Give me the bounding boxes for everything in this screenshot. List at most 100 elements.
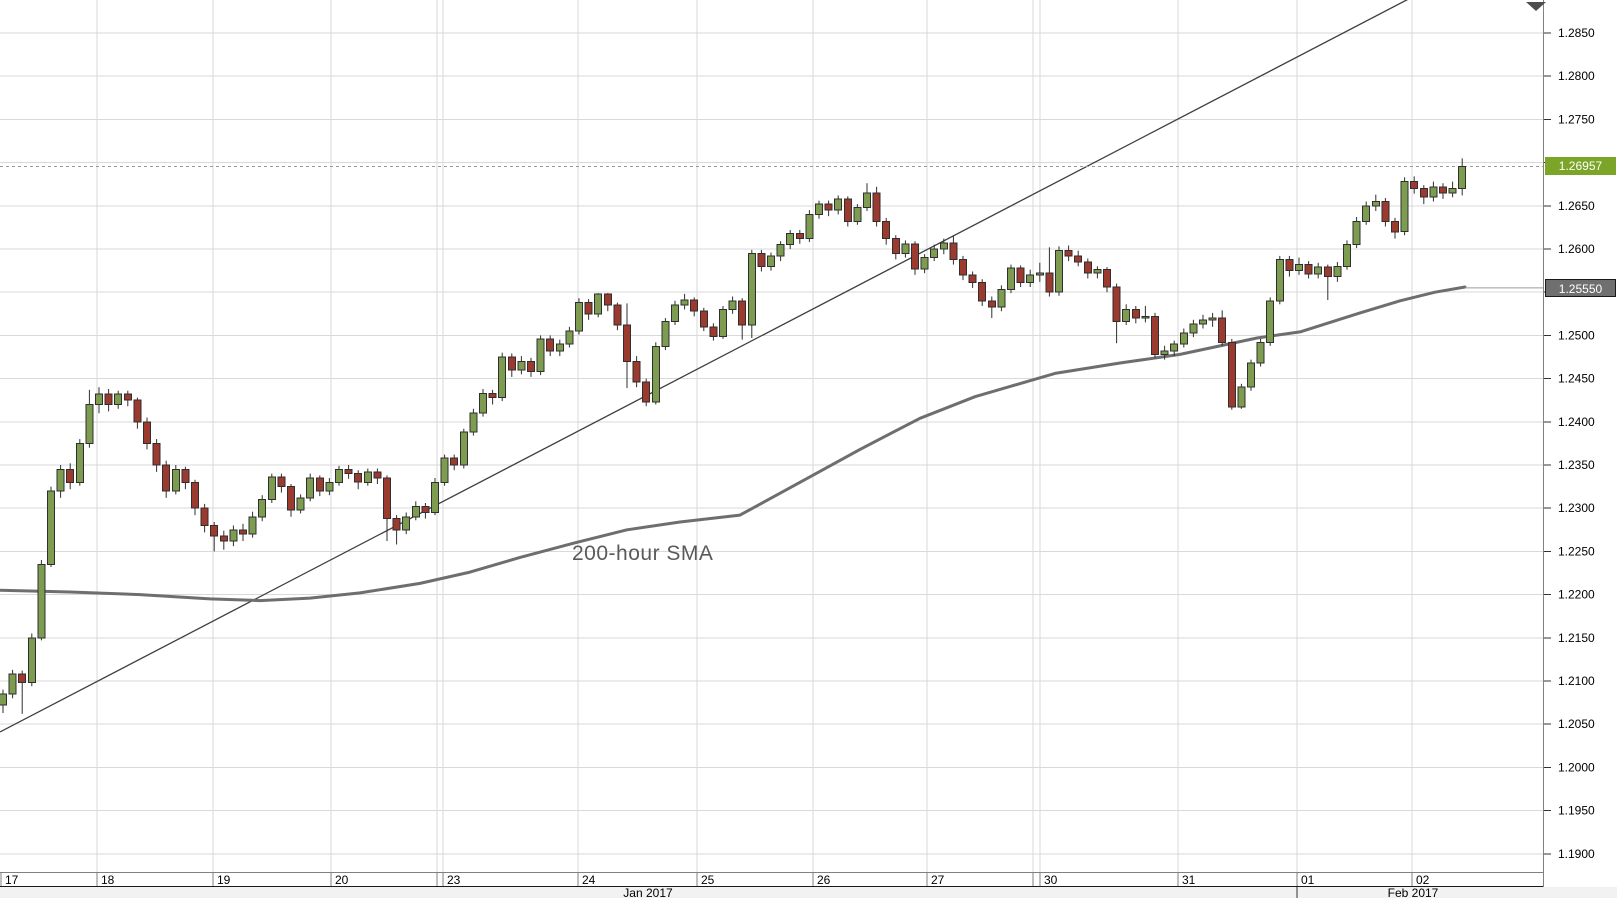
- candle-body-down: [613, 304, 622, 326]
- candle-body-down: [1083, 261, 1092, 274]
- price-axis-label: 1.2800: [1558, 69, 1595, 83]
- time-axis-day-label: 20: [335, 873, 349, 887]
- candle-body-up: [1400, 181, 1409, 233]
- price-axis[interactable]: 1.28501.28001.27501.27001.26501.26001.25…: [1543, 0, 1596, 887]
- time-axis-day-label: 17: [5, 873, 19, 887]
- candle-body-down: [527, 360, 535, 373]
- candle-body-up: [1093, 269, 1102, 274]
- time-axis-day-label: 23: [447, 873, 461, 887]
- candle-body-down: [1304, 264, 1313, 275]
- time-axis-day-label: 02: [1416, 873, 1430, 887]
- price-axis-label: 1.2400: [1558, 415, 1595, 429]
- candle-body-up: [27, 637, 36, 684]
- price-axis-label: 1.2200: [1558, 588, 1595, 602]
- time-axis-month-label: Feb 2017: [1388, 886, 1439, 898]
- candle-body-down: [392, 518, 401, 531]
- candle-body-up: [1352, 220, 1361, 246]
- candle-body-down: [978, 282, 987, 302]
- candle-body-up: [565, 330, 574, 345]
- candle-body-down: [987, 300, 996, 308]
- candle-body-down: [344, 468, 353, 475]
- candle-body-up: [747, 252, 756, 326]
- chart-shift-arrow-icon[interactable]: [1526, 2, 1546, 11]
- candle-body-down: [354, 473, 363, 483]
- candle-body-down: [1103, 269, 1111, 288]
- month-strip: [0, 887, 1617, 898]
- candle-body-down: [123, 393, 132, 401]
- candle-body-up: [1333, 265, 1342, 278]
- candle-body-down: [843, 198, 852, 222]
- price-axis-label: 1.2750: [1558, 112, 1595, 126]
- candle-body-down: [1439, 186, 1447, 194]
- candle-body-down: [584, 302, 593, 315]
- candle-body-down: [104, 393, 113, 406]
- candle-body-down: [450, 457, 459, 466]
- candle-body-down: [152, 442, 161, 466]
- candle-body-up: [680, 299, 689, 306]
- candle-body-up: [1026, 274, 1035, 284]
- candle-body-up: [56, 468, 65, 492]
- candle-body-down: [882, 220, 891, 240]
- candle-body-up: [805, 213, 814, 240]
- candle-body-down: [699, 310, 708, 328]
- trendline[interactable]: [0, 0, 1409, 733]
- candle-body-up: [1314, 266, 1323, 275]
- candle-body-down: [373, 471, 382, 479]
- candle-body-down: [891, 238, 900, 254]
- candle-body-up: [651, 346, 660, 403]
- price-axis-label: 1.2450: [1558, 372, 1595, 386]
- candle-body-down: [191, 481, 199, 509]
- candle-body-down: [488, 392, 497, 399]
- candle-body-up: [719, 309, 727, 337]
- candle-body-down: [642, 381, 651, 403]
- candle-body-down: [239, 529, 247, 535]
- price-axis-label: 1.2350: [1558, 458, 1595, 472]
- candle-body-up: [1170, 343, 1179, 352]
- candle-body-up: [728, 300, 737, 310]
- candle-body-up: [594, 293, 603, 315]
- candle-body-up: [815, 203, 823, 216]
- candle-body-up: [459, 431, 468, 466]
- time-axis-day-label: 24: [582, 873, 596, 887]
- candle-body-down: [133, 399, 142, 423]
- price-axis-label: 1.2650: [1558, 199, 1595, 213]
- candle-body-up: [1343, 244, 1351, 267]
- candle-body-up: [517, 360, 526, 371]
- candle-body-down: [1391, 220, 1399, 233]
- candle-body-up: [767, 255, 775, 267]
- candle-body-up: [258, 499, 267, 518]
- time-axis-day-label: 26: [817, 873, 831, 887]
- candle-body-down: [959, 258, 967, 276]
- candle-body-up: [1295, 264, 1303, 272]
- candle-body-down: [287, 486, 295, 511]
- bid-price-tag: 1.26957: [1545, 157, 1616, 175]
- price-axis-label: 1.1950: [1558, 804, 1595, 818]
- price-axis-label: 1.2000: [1558, 760, 1595, 774]
- candle-body-up: [1055, 250, 1063, 293]
- candle-body-down: [603, 293, 612, 306]
- candle-body-down: [911, 243, 919, 270]
- candle-body-down: [1419, 188, 1428, 198]
- candle-body-down: [315, 477, 324, 492]
- candle-body-up: [939, 242, 948, 250]
- candle-body-up: [536, 338, 545, 373]
- candle-body-up: [402, 516, 411, 531]
- candle-body-down: [546, 338, 555, 352]
- candle-body-up: [248, 516, 257, 535]
- candle-body-up: [363, 471, 372, 483]
- candle-body-up: [776, 244, 785, 257]
- candle-body-down: [1381, 201, 1390, 222]
- candle-body-up: [1448, 188, 1457, 194]
- candle-series: [0, 158, 1467, 714]
- candle-body-up: [85, 404, 94, 444]
- candle-body-up: [8, 673, 17, 695]
- candle-body-down: [949, 242, 958, 260]
- candle-body-up: [1141, 315, 1150, 319]
- candle-body-down: [1285, 258, 1294, 272]
- time-axis-day-label: 25: [701, 873, 715, 887]
- candle-body-up: [335, 468, 343, 483]
- candle-body-up: [171, 468, 180, 492]
